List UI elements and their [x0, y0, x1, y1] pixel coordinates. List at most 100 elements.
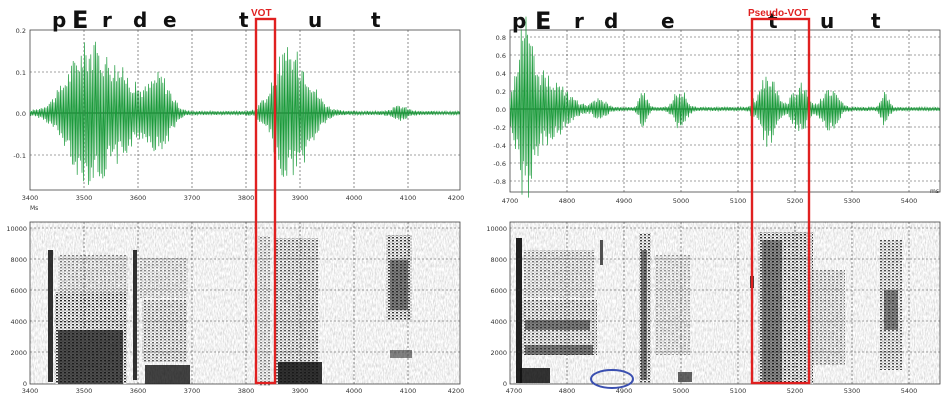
- phone-label: r: [102, 8, 112, 32]
- phone-label: E: [535, 7, 551, 35]
- wave-xtick-label: 5300: [844, 197, 861, 205]
- wave-ytick-label: 0.2: [16, 27, 26, 35]
- wave-ytick-label: 0.4: [496, 70, 506, 78]
- spec-ytick-label: 6000: [10, 287, 27, 295]
- right-spectrogram-gridlines: [510, 222, 940, 384]
- spec-ytick-label: 4000: [490, 318, 507, 326]
- phone-label: u: [820, 9, 834, 33]
- spec-ytick-label: 6000: [490, 287, 507, 295]
- wave-ytick-label: 0.0: [16, 110, 26, 118]
- left-wave-unit-label: Ms: [30, 205, 38, 212]
- spec-ytick-label: 8000: [10, 256, 27, 264]
- phone-label: t: [871, 9, 881, 33]
- spec-ytick-label: 2000: [10, 349, 27, 357]
- left-waveform-trace: [29, 41, 460, 185]
- phone-label: d: [604, 9, 618, 33]
- spec-xtick-label: 4000: [346, 387, 363, 395]
- wave-xtick-label: 5000: [673, 197, 690, 205]
- spec-xtick-label: 3500: [76, 387, 93, 395]
- spec-xtick-label: 4700: [506, 387, 523, 395]
- wave-ytick-label: -0.4: [493, 142, 506, 150]
- phone-label: t: [371, 8, 381, 32]
- wave-xtick-label: 3900: [292, 194, 309, 202]
- right-spec-ytick-labels: 10000 8000 6000 4000 2000 0: [486, 225, 507, 388]
- spec-xtick-label: 3600: [130, 387, 147, 395]
- right-wave-unit-label: ms: [930, 188, 939, 195]
- spec-ytick-label: 0: [23, 380, 27, 388]
- spec-ytick-label: 10000: [486, 225, 507, 233]
- vot-annotation: VOT: [251, 8, 272, 19]
- pseudo-vot-annotation: Pseudo-VOT: [748, 8, 808, 19]
- left-wave-xtick-labels: 3400 3500 3600 3700 3800 3900 4000 4100 …: [22, 194, 465, 202]
- phone-label: r: [574, 9, 584, 33]
- wave-xtick-label: 3600: [130, 194, 147, 202]
- right-spec-xtick-labels: 4700 4800 4900 5000 5100 5200 5300 5400: [506, 387, 918, 395]
- wave-ytick-label: -0.2: [493, 124, 506, 132]
- left-spec-ytick-labels: 10000 8000 6000 4000 2000 0: [6, 225, 27, 388]
- spec-xtick-label: 4900: [616, 387, 633, 395]
- spec-xtick-label: 4200: [448, 387, 465, 395]
- spec-ytick-label: 4000: [10, 318, 27, 326]
- left-waveform-frame: [29, 29, 461, 191]
- spec-xtick-label: 5300: [844, 387, 861, 395]
- phone-label: p: [52, 8, 66, 32]
- spec-xtick-label: 4100: [400, 387, 417, 395]
- right-panel: 0.8 0.6 0.4 0.2 0.0 -0.2 -0.4 -0.6 -0.8 …: [486, 7, 941, 395]
- left-vot-highlight-box: [254, 17, 277, 385]
- left-spectrogram-gridlines: [30, 222, 460, 384]
- wave-ytick-label: 0.6: [496, 52, 506, 60]
- spec-xtick-label: 3700: [184, 387, 201, 395]
- wave-xtick-label: 4700: [502, 197, 519, 205]
- phone-label: t: [239, 8, 249, 32]
- wave-xtick-label: 4800: [559, 197, 576, 205]
- left-phone-labels: p E r d e t u t: [52, 6, 381, 34]
- spec-xtick-label: 5400: [901, 387, 918, 395]
- wave-ytick-label: -0.1: [13, 152, 26, 160]
- right-pseudo-vot-highlight-box: [750, 17, 811, 385]
- wave-xtick-label: 3800: [238, 194, 255, 202]
- wave-ytick-label: 0.8: [496, 34, 506, 42]
- phone-label: u: [308, 8, 322, 32]
- spec-xtick-label: 5100: [730, 387, 747, 395]
- phone-label: e: [661, 9, 675, 33]
- phone-label: e: [163, 8, 177, 32]
- right-wave-ytick-labels: 0.8 0.6 0.4 0.2 0.0 -0.2 -0.4 -0.6 -0.8: [493, 34, 506, 186]
- phone-label: p: [512, 9, 526, 33]
- wave-xtick-label: 4100: [400, 194, 417, 202]
- wave-xtick-label: 3400: [22, 194, 39, 202]
- phone-label: d: [133, 8, 147, 32]
- spec-xtick-label: 4800: [559, 387, 576, 395]
- wave-ytick-label: -0.8: [493, 178, 506, 186]
- wave-ytick-label: -0.6: [493, 160, 506, 168]
- spec-ytick-label: 2000: [490, 349, 507, 357]
- left-spec-xtick-labels: 3400 3500 3600 3700 3800 3900 4000 4100 …: [22, 387, 465, 395]
- wave-ytick-label: 0.1: [16, 69, 26, 77]
- wave-xtick-label: 5100: [730, 197, 747, 205]
- wave-xtick-label: 5400: [901, 197, 918, 205]
- wave-xtick-label: 4900: [616, 197, 633, 205]
- right-wave-xtick-labels: 4700 4800 4900 5000 5100 5200 5300 5400: [502, 197, 918, 205]
- right-phone-labels: p E r d e t u t: [512, 7, 881, 35]
- spec-xtick-label: 5200: [787, 387, 804, 395]
- spec-xtick-label: 3800: [238, 387, 255, 395]
- right-waveform-frame: [509, 16, 941, 198]
- wave-xtick-label: 4000: [346, 194, 363, 202]
- right-waveform-trace: [509, 16, 940, 198]
- wave-ytick-label: 0.0: [496, 106, 506, 114]
- low-frequency-circle-marker: [590, 369, 634, 389]
- phone-label: t: [768, 9, 778, 33]
- left-panel: 0.2 0.1 0.0 -0.1 3400 3500 3600 3700 380…: [6, 6, 464, 395]
- phone-label: E: [72, 6, 88, 34]
- wave-xtick-label: 4200: [448, 194, 465, 202]
- wave-xtick-label: 5200: [787, 197, 804, 205]
- spec-xtick-label: 3400: [22, 387, 39, 395]
- wave-ytick-label: 0.2: [496, 88, 506, 96]
- spec-ytick-label: 8000: [490, 256, 507, 264]
- spec-ytick-label: 0: [503, 380, 507, 388]
- spec-xtick-label: 5000: [673, 387, 690, 395]
- wave-xtick-label: 3500: [76, 194, 93, 202]
- spec-xtick-label: 3900: [292, 387, 309, 395]
- wave-xtick-label: 3700: [184, 194, 201, 202]
- left-wave-ytick-labels: 0.2 0.1 0.0 -0.1: [13, 27, 26, 160]
